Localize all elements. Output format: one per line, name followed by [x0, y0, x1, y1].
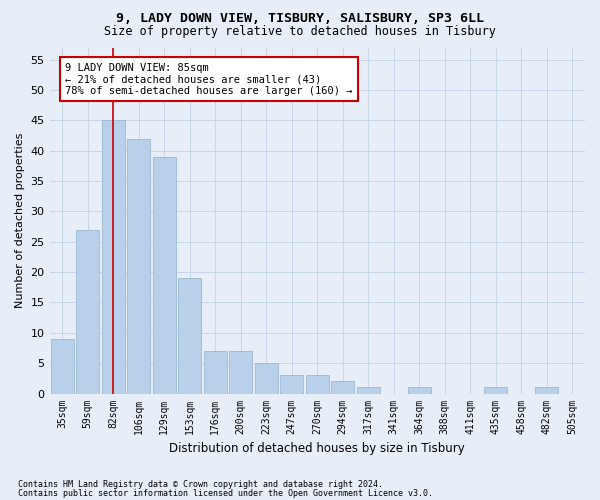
Y-axis label: Number of detached properties: Number of detached properties: [15, 133, 25, 308]
Text: 9 LADY DOWN VIEW: 85sqm
← 21% of detached houses are smaller (43)
78% of semi-de: 9 LADY DOWN VIEW: 85sqm ← 21% of detache…: [65, 62, 352, 96]
Bar: [229, 351, 252, 394]
Bar: [357, 388, 380, 394]
Bar: [280, 376, 303, 394]
Bar: [204, 351, 227, 394]
Bar: [331, 382, 354, 394]
Bar: [76, 230, 99, 394]
Bar: [255, 363, 278, 394]
Text: Contains public sector information licensed under the Open Government Licence v3: Contains public sector information licen…: [18, 489, 433, 498]
Text: Size of property relative to detached houses in Tisbury: Size of property relative to detached ho…: [104, 25, 496, 38]
Bar: [306, 376, 329, 394]
Bar: [51, 339, 74, 394]
Text: 9, LADY DOWN VIEW, TISBURY, SALISBURY, SP3 6LL: 9, LADY DOWN VIEW, TISBURY, SALISBURY, S…: [116, 12, 484, 26]
X-axis label: Distribution of detached houses by size in Tisbury: Distribution of detached houses by size …: [169, 442, 465, 455]
Text: Contains HM Land Registry data © Crown copyright and database right 2024.: Contains HM Land Registry data © Crown c…: [18, 480, 383, 489]
Bar: [535, 388, 558, 394]
Bar: [408, 388, 431, 394]
Bar: [153, 157, 176, 394]
Bar: [127, 138, 150, 394]
Bar: [484, 388, 507, 394]
Bar: [102, 120, 125, 394]
Bar: [178, 278, 201, 394]
